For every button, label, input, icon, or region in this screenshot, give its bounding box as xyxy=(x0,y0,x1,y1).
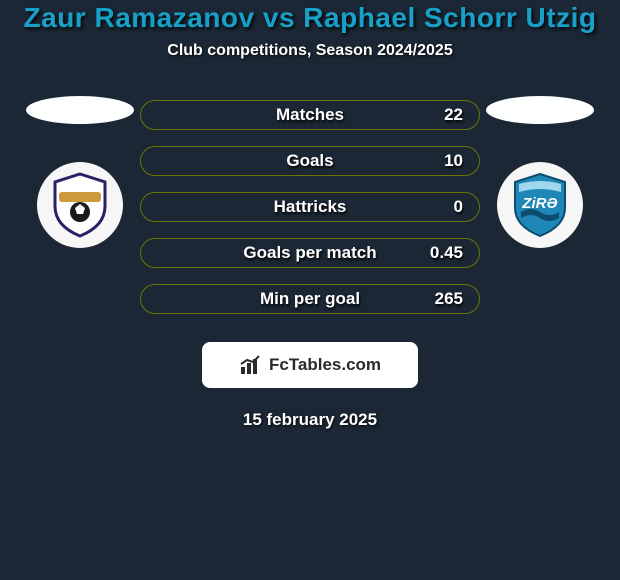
stat-value: 22 xyxy=(444,105,463,125)
stat-label: Min per goal xyxy=(260,289,360,309)
stat-row: Goals per match 0.45 xyxy=(140,238,480,268)
zira-shield-icon: ZiRƏ xyxy=(503,168,577,242)
left-oval xyxy=(26,96,134,124)
stats-column: Matches 22 Goals 10 Hattricks 0 Goals per matc… xyxy=(140,100,480,314)
stat-value: 0.45 xyxy=(430,243,463,263)
stat-value: 265 xyxy=(435,289,463,309)
stat-row: Min per goal 265 xyxy=(140,284,480,314)
brand-text: FcTables.com xyxy=(269,355,381,375)
left-club-crest xyxy=(37,162,123,248)
stat-row: Matches 22 xyxy=(140,100,480,130)
comparison-card: Zaur Ramazanov vs Raphael Schorr Utzig C… xyxy=(0,0,620,580)
brand-box: FcTables.com xyxy=(202,342,418,388)
right-column: ZiRƏ xyxy=(480,100,600,248)
date-text: 15 february 2025 xyxy=(0,410,620,430)
stat-label: Goals per match xyxy=(243,243,376,263)
qarabag-shield-icon xyxy=(45,170,115,240)
stat-label: Hattricks xyxy=(274,197,347,217)
left-column xyxy=(20,100,140,248)
right-oval xyxy=(486,96,594,124)
subtitle: Club competitions, Season 2024/2025 xyxy=(0,42,620,60)
stat-label: Matches xyxy=(276,105,344,125)
bar-chart-icon xyxy=(239,354,263,376)
stat-label: Goals xyxy=(286,151,333,171)
stat-row: Hattricks 0 xyxy=(140,192,480,222)
right-club-crest: ZiRƏ xyxy=(497,162,583,248)
svg-text:ZiRƏ: ZiRƏ xyxy=(521,195,557,212)
stat-value: 0 xyxy=(454,197,463,217)
page-title: Zaur Ramazanov vs Raphael Schorr Utzig xyxy=(10,2,610,34)
content-row: Matches 22 Goals 10 Hattricks 0 Goals per matc… xyxy=(0,100,620,314)
stat-row: Goals 10 xyxy=(140,146,480,176)
stat-value: 10 xyxy=(444,151,463,171)
